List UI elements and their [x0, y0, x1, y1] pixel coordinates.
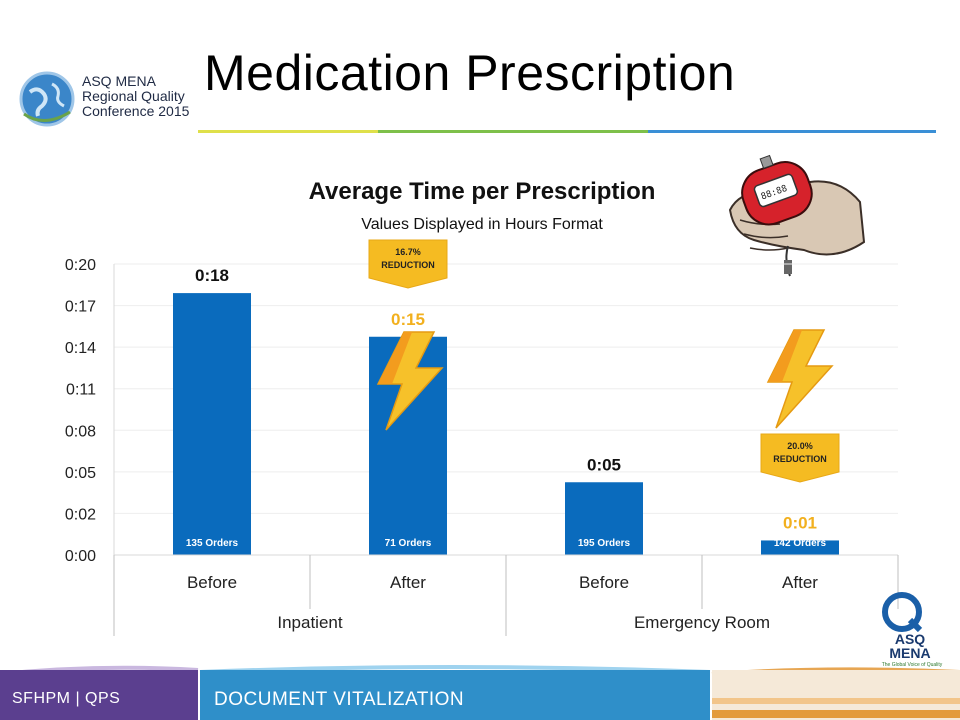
- bar: [761, 540, 839, 555]
- stopwatch-icon: 88:88: [728, 154, 866, 277]
- asq-mena-logo: ASQ MENA The Global Voice of Quality: [868, 590, 954, 686]
- lightning-bolt-icon: [766, 329, 834, 429]
- bar-value-label: 0:05: [587, 455, 621, 474]
- reduction-callout: 16.7% REDUCTION: [368, 239, 448, 289]
- bar-orders-label: 135 Orders: [186, 538, 239, 549]
- x-tick-label: Before: [579, 573, 629, 592]
- bar-orders-label: 195 Orders: [578, 538, 631, 549]
- x-group-label: Inpatient: [277, 613, 342, 632]
- y-tick-label: 0:20: [65, 257, 96, 274]
- bars: 0:18 135 Orders 0:15 71 Orders 0:05 195 Order…: [173, 239, 840, 555]
- y-tick-label: 0:08: [65, 423, 96, 440]
- y-tick-label: 0:05: [65, 465, 96, 482]
- callout-text: REDUCTION: [381, 260, 435, 270]
- y-tick-label: 0:02: [65, 506, 96, 523]
- bolt-shade: [378, 332, 412, 384]
- bar-value-label: 0:18: [195, 266, 229, 285]
- callout-text: 16.7%: [395, 247, 421, 257]
- asq-name: ASQ MENA: [889, 631, 931, 661]
- bar-orders-label: 142 Orders: [774, 538, 827, 549]
- bar: [173, 293, 251, 555]
- asq-q-icon: [882, 592, 923, 633]
- asq-tagline: The Global Voice of Quality: [881, 662, 943, 668]
- y-tick-label: 0:14: [65, 340, 96, 357]
- callout-text: REDUCTION: [773, 454, 827, 464]
- y-tick-label: 0:11: [66, 382, 96, 399]
- footer-stripes: [712, 698, 960, 718]
- title-divider: [198, 130, 936, 133]
- x-tick-label: Before: [187, 573, 237, 592]
- bar-orders-label: 71 Orders: [385, 538, 432, 549]
- callout-text: 20.0%: [787, 441, 813, 451]
- lightning-bolt-icon: [376, 331, 444, 431]
- y-tick-label: 0:17: [65, 299, 96, 316]
- callout-shape: [760, 433, 840, 483]
- bar-chart: Average Time per Prescription Values Dis…: [65, 178, 899, 636]
- y-tick-label: 0:00: [65, 548, 96, 565]
- x-tick-label: After: [782, 573, 818, 592]
- bolt-shade: [768, 330, 802, 382]
- callout-shape: [368, 239, 448, 289]
- footer-left-label: SFHPM | QPS: [12, 690, 121, 707]
- x-axis: Before After Before After Inpatient Emergency…: [113, 554, 899, 636]
- bar-value-label: 0:01: [783, 513, 817, 532]
- footer-middle-label: DOCUMENT VITALIZATION: [214, 689, 465, 710]
- reduction-callout: 20.0% REDUCTION: [760, 433, 840, 483]
- conference-name: ASQ MENA Regional Quality Conference 201…: [82, 73, 190, 119]
- bar-value-label: 0:15: [391, 310, 425, 329]
- page-title: Medication Prescription: [204, 45, 736, 101]
- x-group-label: Emergency Room: [634, 613, 770, 632]
- conference-logo: ASQ MENA Regional Quality Conference 201…: [14, 66, 204, 130]
- bar: [565, 482, 643, 555]
- chart-subtitle: Values Displayed in Hours Format: [361, 216, 603, 233]
- x-tick-label: After: [390, 573, 426, 592]
- footer: [0, 660, 960, 720]
- globe-icon: [19, 71, 75, 127]
- chart-title: Average Time per Prescription: [309, 178, 656, 205]
- y-axis: 0:00 0:02 0:05 0:08 0:11 0:14 0:17 0:20: [65, 257, 115, 565]
